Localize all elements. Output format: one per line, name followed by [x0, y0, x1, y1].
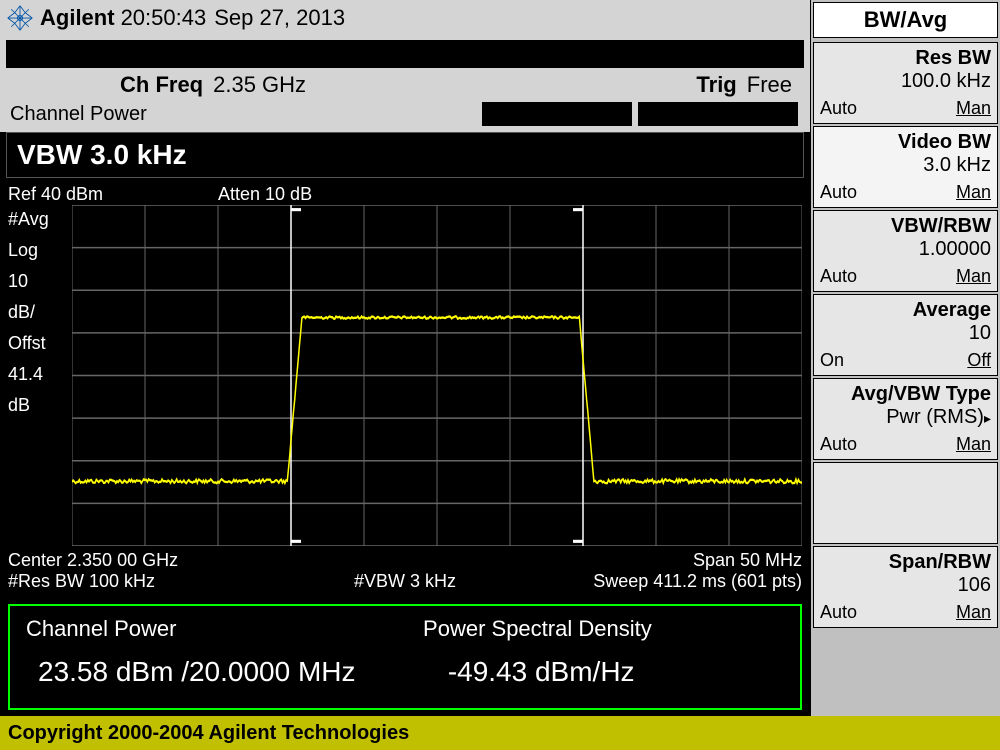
graph-side-label: Offst	[8, 333, 72, 354]
softkey-options: Auto Man	[820, 434, 991, 455]
trig-label: Trig	[696, 72, 736, 98]
chp-title: Channel Power	[26, 616, 423, 642]
softkey-option-right[interactable]: Man	[956, 266, 991, 287]
graph-side-label: dB	[8, 395, 72, 416]
softkey-value: 100.0 kHz	[820, 70, 991, 93]
softkey-option-left[interactable]: Auto	[820, 602, 857, 623]
softkey-value: 106	[820, 574, 991, 597]
psd-title: Power Spectral Density	[423, 616, 784, 642]
menu-title: BW/Avg	[813, 2, 998, 38]
softkey-average[interactable]: Average10 On Off	[813, 294, 998, 376]
softkey-option-right[interactable]: Man	[956, 182, 991, 203]
menu-gap	[813, 462, 998, 544]
header-date: Sep 27, 2013	[214, 5, 345, 31]
softkey-value: 10	[820, 322, 991, 345]
brand-label: Agilent	[40, 5, 115, 31]
chp-value: 23.58 dBm /20.0000 MHz	[38, 656, 408, 688]
graph-container: Ref 40 dBm Atten 10 dB #Avg Log 10 dB/Offst…	[0, 178, 810, 598]
ch-freq-label: Ch Freq	[120, 72, 203, 98]
graph-side-label: Log	[8, 240, 72, 261]
graph-side-labels: #Avg Log 10 dB/Offst 41.4 dB	[8, 205, 72, 546]
softkey-option-left[interactable]: Auto	[820, 434, 857, 455]
ch-freq-value: 2.35 GHz	[213, 72, 306, 98]
softkey-options: Auto Man	[820, 182, 991, 203]
softkey-video-bw[interactable]: Video BW3.0 kHz Auto Man	[813, 126, 998, 208]
graph-side-label: dB/	[8, 302, 72, 323]
softkey-options: Auto Man	[820, 602, 991, 623]
softkey-options: On Off	[820, 350, 991, 371]
softkey-title: Average	[820, 299, 991, 322]
vbw-highlight: VBW 3.0 kHz	[6, 132, 804, 178]
psd-value: -49.43 dBm/Hz	[408, 656, 784, 688]
trig-value: Free	[747, 72, 792, 98]
softkey-option-left[interactable]: Auto	[820, 98, 857, 119]
softkey-value: 3.0 kHz	[820, 154, 991, 177]
footer-copyright: Copyright 2000-2004 Agilent Technologies	[0, 716, 1000, 750]
softkey-menu: BW/Avg Res BW100.0 kHzAutoManVideo BW3.0…	[810, 0, 1000, 716]
softkey-options: Auto Man	[820, 98, 991, 119]
status-bars	[482, 102, 798, 126]
graph-side-label: #Avg	[8, 209, 72, 230]
softkey-option-left[interactable]: On	[820, 350, 844, 371]
measurement-name: Channel Power	[10, 103, 147, 126]
softkey-title: Res BW	[820, 47, 991, 70]
info-black-bar	[6, 40, 804, 68]
graph-side-label: 10	[8, 271, 72, 292]
softkey-title: Video BW	[820, 131, 991, 154]
agilent-logo-icon	[6, 4, 34, 32]
softkey-vbw-rbw[interactable]: VBW/RBW1.00000 Auto Man	[813, 210, 998, 292]
ref-label: Ref 40 dBm	[8, 184, 218, 205]
softkey-title: VBW/RBW	[820, 215, 991, 238]
rbw-label: #Res BW 100 kHz	[8, 571, 273, 592]
sweep-label: Sweep 411.2 ms (601 pts)	[537, 571, 802, 592]
softkey-title: Avg/VBW Type	[820, 383, 991, 406]
result-box: Channel Power Power Spectral Density 23.…	[8, 604, 802, 710]
softkey-value: Pwr (RMS)▸	[820, 406, 991, 429]
softkey-avg-vbw-type[interactable]: Avg/VBW TypePwr (RMS)▸ Auto Man	[813, 378, 998, 460]
header-bar: Agilent 20:50:43 Sep 27, 2013	[0, 0, 810, 36]
softkey-option-left[interactable]: Auto	[820, 266, 857, 287]
graph-side-label: 41.4	[8, 364, 72, 385]
span-label: Span 50 MHz	[405, 550, 802, 571]
softkey-option-right[interactable]: Man	[956, 602, 991, 623]
softkey-value: 1.00000	[820, 238, 991, 261]
softkey-title: Span/RBW	[820, 551, 991, 574]
softkey-option-right[interactable]: Man	[956, 434, 991, 455]
softkey-options: Auto Man	[820, 266, 991, 287]
info-block: Ch Freq 2.35 GHz Trig Free Channel Power	[0, 36, 810, 132]
softkey-span-rbw[interactable]: Span/RBW106 Auto Man	[813, 546, 998, 628]
header-time: 20:50:43	[121, 5, 207, 31]
atten-label: Atten 10 dB	[218, 184, 312, 205]
softkey-option-left[interactable]: Auto	[820, 182, 857, 203]
spectrum-graph	[72, 205, 802, 546]
softkey-option-right[interactable]: Man	[956, 98, 991, 119]
vbw-bottom-label: #VBW 3 kHz	[273, 571, 538, 592]
softkey-res-bw[interactable]: Res BW100.0 kHz Auto Man	[813, 42, 998, 124]
softkey-option-right[interactable]: Off	[967, 350, 991, 371]
center-freq-label: Center 2.350 00 GHz	[8, 550, 405, 571]
